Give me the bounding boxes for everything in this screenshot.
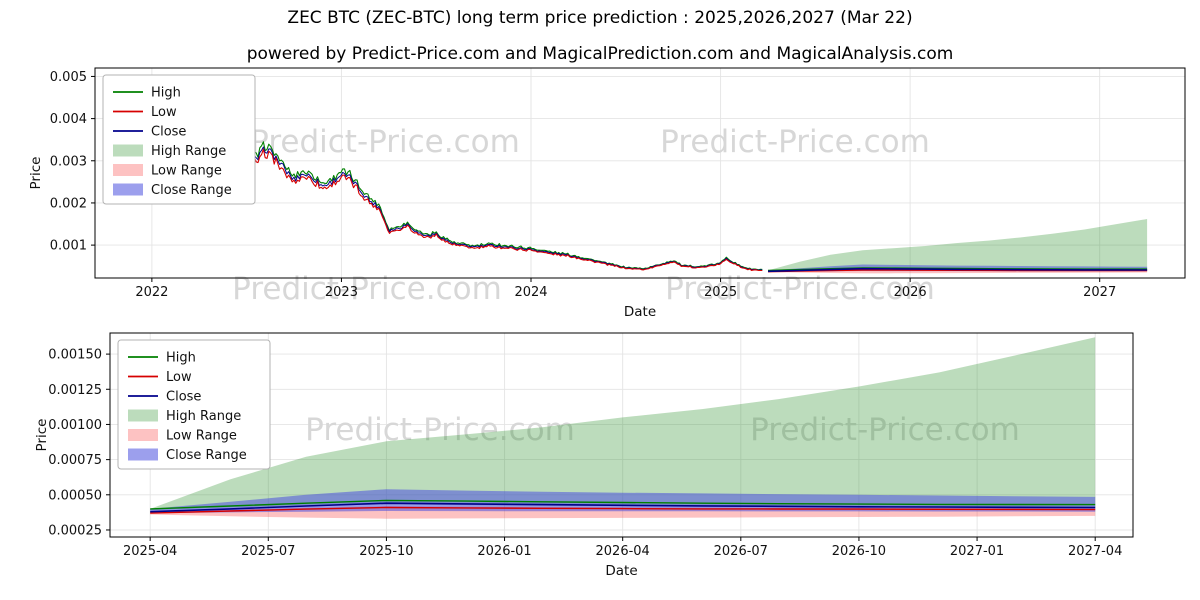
svg-text:High Range: High Range [166, 409, 241, 424]
page-title: ZEC BTC (ZEC-BTC) long term price predic… [287, 8, 913, 28]
svg-text:0.002: 0.002 [50, 196, 87, 211]
svg-text:Predict-Price.com: Predict-Price.com [750, 412, 1020, 448]
svg-text:2025-10: 2025-10 [359, 544, 413, 559]
svg-text:2026-01: 2026-01 [477, 544, 531, 559]
svg-text:Predict-Price.com: Predict-Price.com [250, 124, 520, 160]
svg-text:Close Range: Close Range [166, 448, 247, 463]
svg-text:0.00025: 0.00025 [48, 523, 102, 538]
svg-text:0.004: 0.004 [50, 112, 87, 127]
svg-text:High: High [151, 86, 181, 101]
svg-text:2027-04: 2027-04 [1068, 544, 1122, 559]
svg-text:Predict-Price.com: Predict-Price.com [665, 271, 935, 307]
svg-text:2026: 2026 [894, 285, 927, 300]
svg-text:0.005: 0.005 [50, 70, 87, 85]
svg-text:Price: Price [34, 419, 50, 452]
svg-text:Date: Date [624, 304, 656, 320]
svg-text:2026-04: 2026-04 [596, 544, 650, 559]
svg-text:Date: Date [605, 563, 637, 579]
svg-text:Low: Low [151, 105, 177, 120]
svg-text:0.00100: 0.00100 [48, 418, 102, 433]
svg-text:0.00150: 0.00150 [48, 348, 102, 363]
svg-text:Close Range: Close Range [151, 183, 232, 198]
svg-text:0.003: 0.003 [50, 154, 87, 169]
svg-text:Low: Low [166, 370, 192, 385]
svg-text:0.00125: 0.00125 [48, 383, 102, 398]
svg-text:Low Range: Low Range [151, 164, 222, 179]
svg-text:2025-07: 2025-07 [241, 544, 295, 559]
svg-text:Low Range: Low Range [166, 429, 237, 444]
svg-text:0.001: 0.001 [50, 239, 87, 254]
svg-text:2026-07: 2026-07 [714, 544, 768, 559]
svg-text:2027: 2027 [1083, 285, 1116, 300]
svg-text:0.00075: 0.00075 [48, 453, 102, 468]
svg-text:0.00050: 0.00050 [48, 488, 102, 503]
svg-text:Predict-Price.com: Predict-Price.com [232, 271, 502, 307]
svg-text:Close: Close [166, 390, 201, 405]
svg-text:2026-10: 2026-10 [832, 544, 886, 559]
svg-text:Price: Price [28, 157, 44, 190]
svg-text:Close: Close [151, 125, 186, 140]
svg-text:2027-01: 2027-01 [950, 544, 1004, 559]
svg-text:2023: 2023 [325, 285, 358, 300]
svg-text:Predict-Price.com: Predict-Price.com [660, 124, 930, 160]
page-subtitle: powered by Predict-Price.com and Magical… [246, 44, 954, 64]
svg-text:High: High [166, 351, 196, 366]
svg-text:Predict-Price.com: Predict-Price.com [305, 412, 575, 448]
svg-text:2025-04: 2025-04 [123, 544, 177, 559]
svg-text:2022: 2022 [135, 285, 168, 300]
svg-text:2024: 2024 [514, 285, 547, 300]
svg-text:2025: 2025 [704, 285, 737, 300]
svg-text:High Range: High Range [151, 144, 226, 159]
